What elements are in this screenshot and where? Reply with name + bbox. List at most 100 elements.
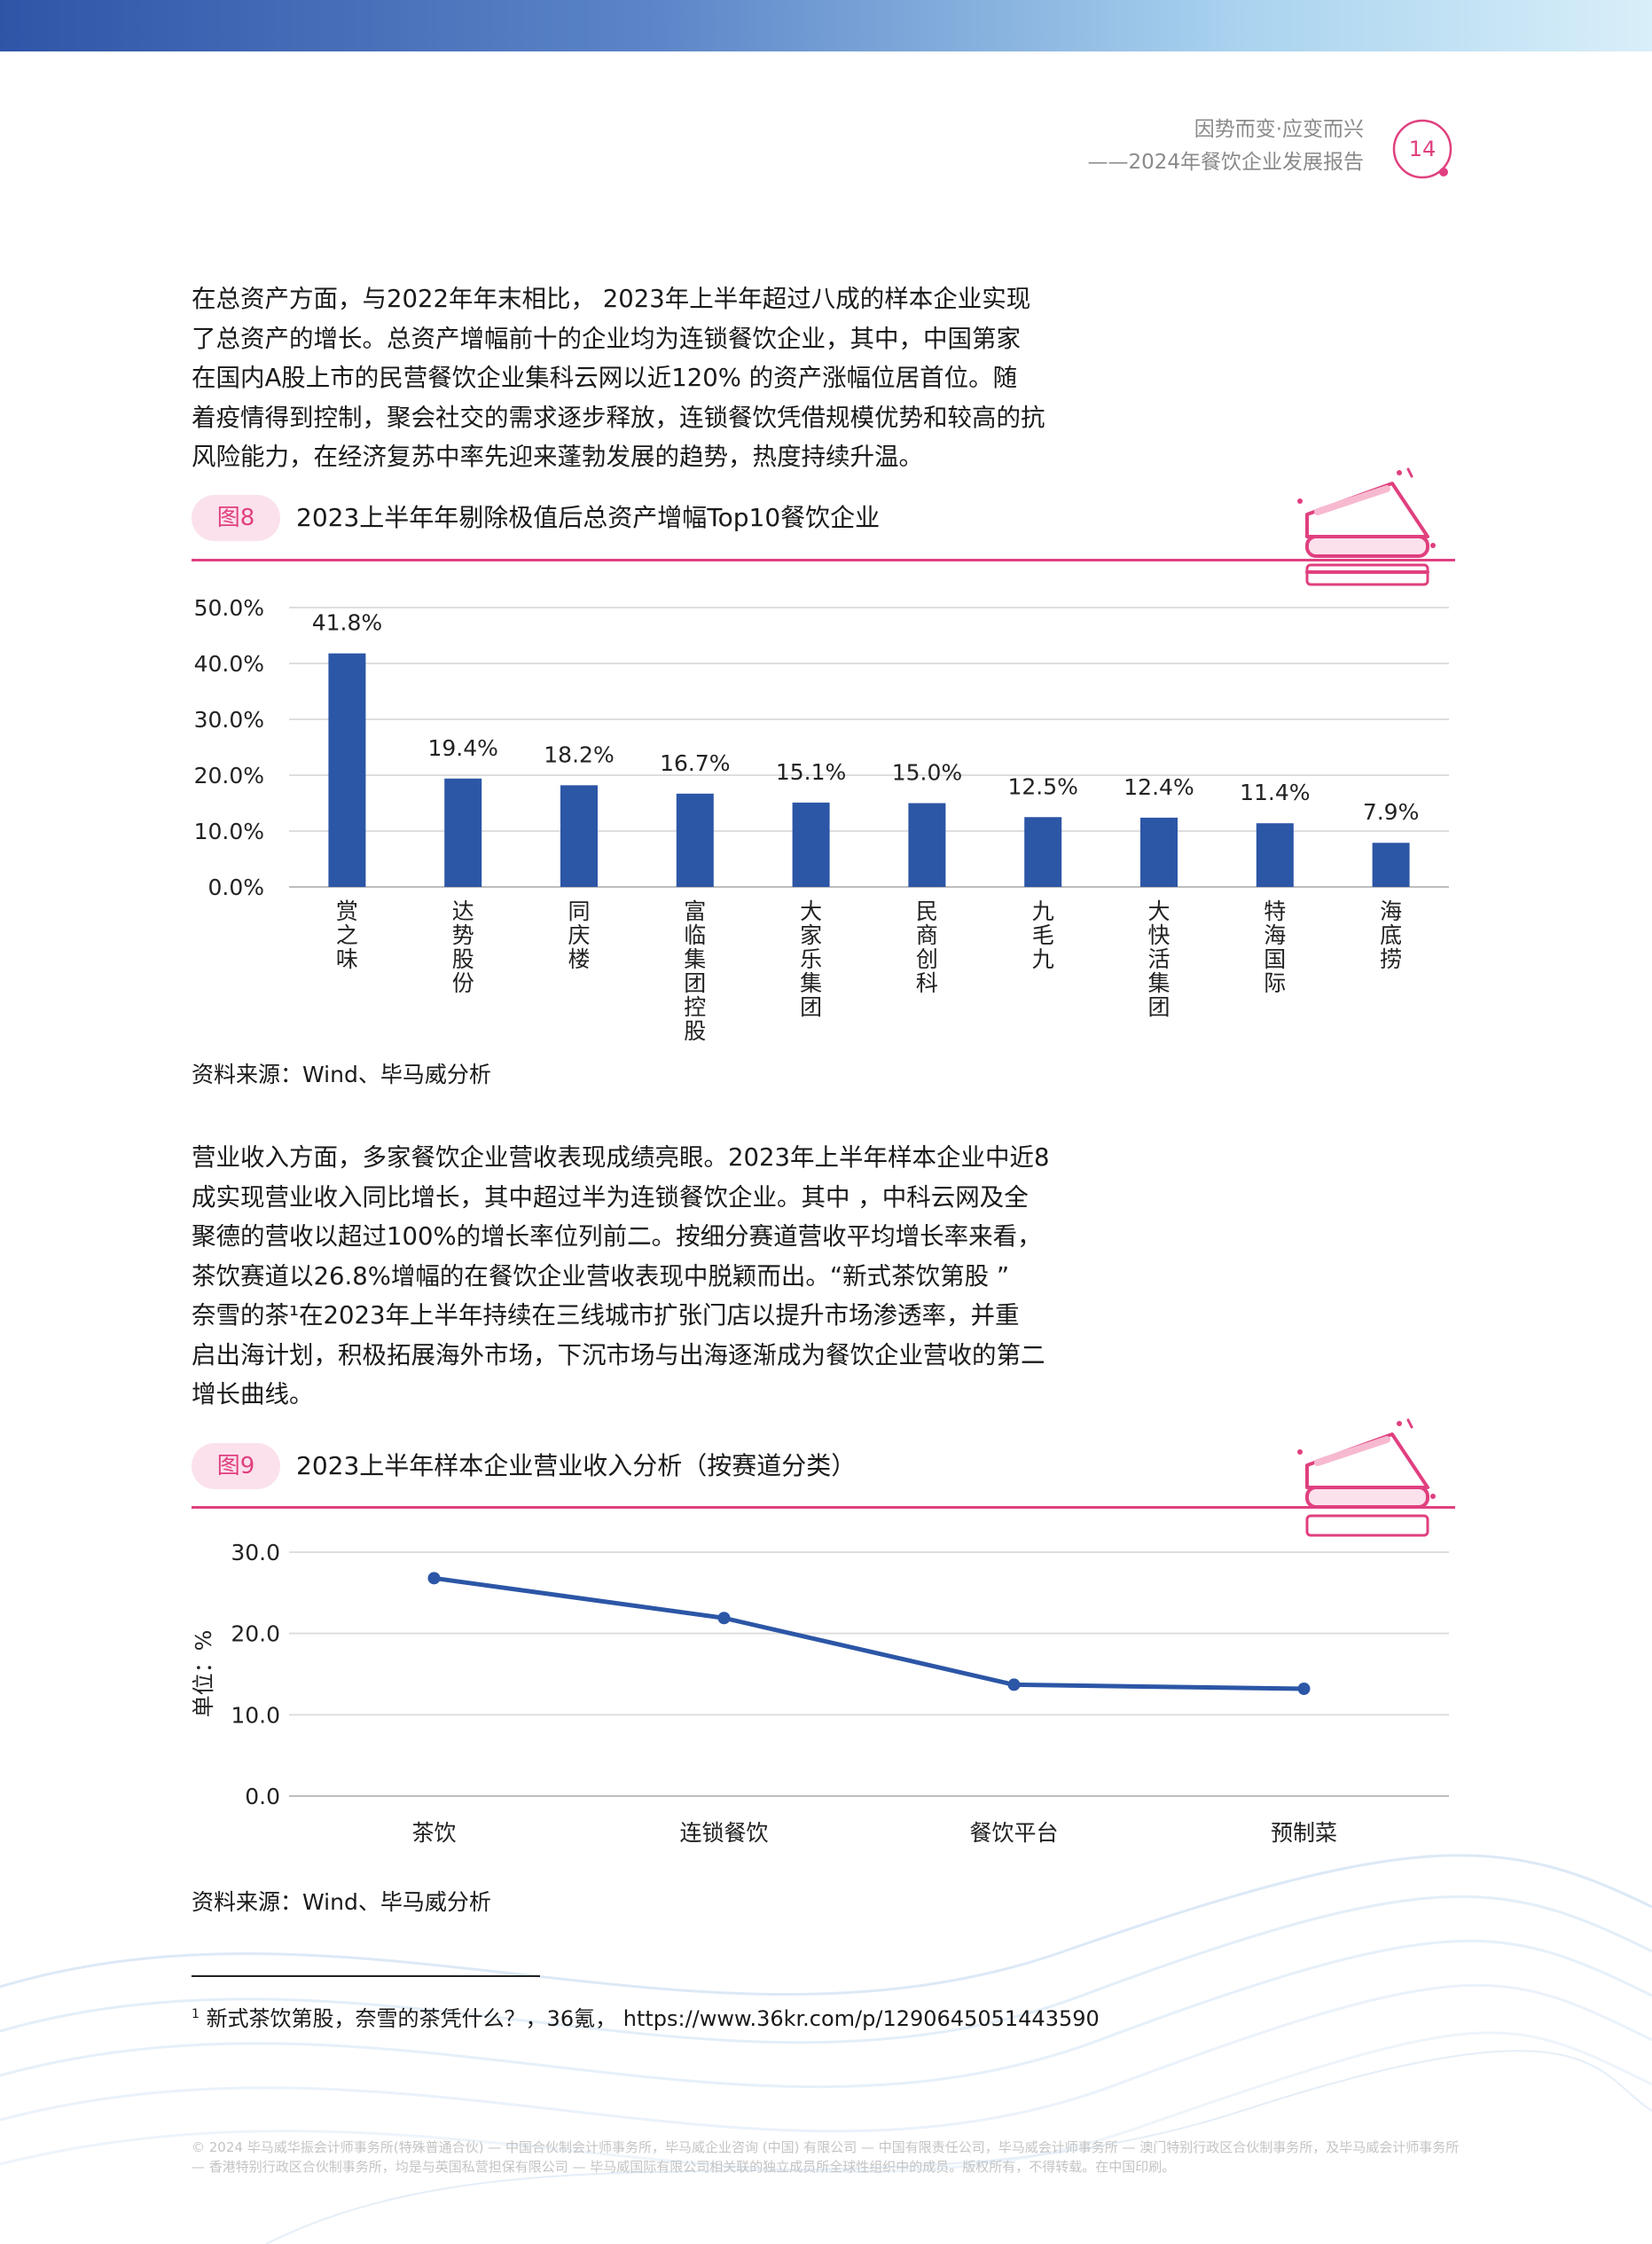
x-tick-label: 捞 (1380, 946, 1402, 972)
x-tick-label: 赏 (336, 898, 358, 924)
y-axis-title: 单位：% (192, 1630, 216, 1718)
x-tick-label: 海 (1380, 898, 1402, 924)
figure8-tag: 图8 (192, 495, 280, 541)
data-label: 15.1% (776, 759, 846, 785)
x-tick-label: 九 (1032, 946, 1054, 972)
x-tick-label: 毛 (1032, 922, 1054, 948)
data-point (427, 1572, 441, 1585)
paragraph-line: 着疫情得到控制，聚会社交的需求逐步释放，连锁餐饮凭借规模优势和较高的抗 (192, 403, 1045, 432)
x-tick-label: 股 (684, 1018, 706, 1044)
paragraph-line: 增长曲线。 (192, 1380, 314, 1408)
paragraph-line: 风险能力，在经济复苏中率先迎来蓬勃发展的趋势，热度持续升温。 (192, 443, 923, 471)
x-tick-label: 味 (336, 946, 358, 972)
figure8-title: 2023上半年年剔除极值后总资产增幅Top10餐饮企业 (296, 503, 881, 532)
bar (1256, 823, 1294, 887)
x-tick-label: 庆 (568, 922, 590, 948)
footnote: 1 新式茶饮第股，奈雪的茶凭什么？，36氪， https://www.36kr.… (192, 2001, 1100, 2032)
bar (560, 785, 598, 887)
cake-icon (1297, 467, 1436, 586)
y-tick-label: 40.0% (194, 651, 264, 677)
x-tick-label: 临 (684, 922, 706, 948)
y-tick-label: 30.0 (231, 1540, 280, 1565)
data-label: 12.5% (1007, 773, 1077, 799)
x-tick-label: 际 (1264, 970, 1286, 996)
x-tick-label: 九 (1032, 898, 1054, 924)
x-tick-label: 活 (1147, 946, 1170, 972)
y-tick-label: 20.0% (194, 763, 264, 789)
bar (328, 653, 366, 887)
x-tick-label: 大 (1147, 898, 1170, 924)
data-label: 11.4% (1240, 780, 1310, 805)
y-tick-label: 0.0 (245, 1784, 280, 1809)
data-label: 16.7% (660, 750, 730, 776)
header-subtitle: ——2024年餐饮企业发展报告 (1087, 151, 1364, 174)
report-header: 因势而变·应变而兴 ——2024年餐饮企业发展报告 (1087, 114, 1364, 179)
x-tick-label: 连锁餐饮 (679, 1820, 768, 1846)
figure9-tag: 图9 (192, 1443, 280, 1489)
line-chart-revenue: 0.0 10.0 20.0 30.0 单位：% 茶饮 连锁餐饮 餐饮平台 预制菜 (192, 1540, 1449, 1846)
y-tick-label: 10.0 (231, 1702, 280, 1728)
bar (1372, 843, 1410, 887)
x-tick-label: 商 (916, 922, 938, 948)
x-tick-label: 创 (916, 946, 938, 972)
x-tick-label: 民 (916, 898, 938, 924)
x-tick-label: 大 (800, 898, 822, 924)
figure8-rule (192, 559, 1455, 561)
x-tick-label: 份 (452, 970, 474, 996)
x-tick-label: 团 (684, 970, 706, 996)
cake-icon (1297, 1418, 1436, 1537)
x-tick-label: 势 (452, 922, 474, 948)
x-tick-label: 特 (1264, 898, 1286, 924)
paragraph-line: 茶饮赛道以26.8%增幅的在餐饮企业营收表现中脱颖而出。“新式茶饮第股 ” (192, 1261, 1010, 1291)
paragraph-line: 营业收入方面，多家餐饮企业营收表现成绩亮眼。2023年上半年样本企业中近8 (192, 1143, 1050, 1172)
x-tick-label: 国 (1264, 946, 1286, 972)
bar (1140, 817, 1178, 887)
x-tick-label: 集 (1147, 970, 1170, 996)
bar (792, 802, 830, 887)
data-label: 18.2% (544, 741, 614, 767)
data-label: 41.8% (312, 610, 382, 636)
x-tick-label: 控 (684, 994, 706, 1020)
y-tick-label: 50.0% (194, 595, 264, 621)
paragraph-line: 在总资产方面，与2022年年末相比， 2023年上半年超过八成的样本企业实现 (192, 285, 1031, 313)
figure9-title: 2023上半年样本企业营业收入分析（按赛道分类） (296, 1451, 857, 1480)
data-point (1007, 1678, 1021, 1691)
x-tick-label: 底 (1380, 922, 1402, 948)
x-tick-label: 楼 (568, 946, 590, 972)
x-tick-label: 同 (568, 898, 590, 924)
data-point (1297, 1683, 1311, 1695)
paragraph-revenue: 营业收入方面，多家餐饮企业营收表现成绩亮眼。2023年上半年样本企业中近8 成实现… (192, 1138, 1109, 1415)
x-tick-label: 茶饮 (411, 1820, 456, 1846)
y-tick-label: 10.0% (194, 819, 264, 844)
page-number-badge (1392, 119, 1452, 179)
series-line (434, 1575, 1304, 1691)
bar-chart-total-assets: 0.0% 10.0% 20.0% 30.0% 40.0% 50.0% 41.8% 赏之味 19.… (194, 595, 1449, 1044)
paragraph-line: 奈雪的茶¹在2023年上半年持续在三线城市扩张门店以提升市场渗透率，并重 (192, 1301, 1020, 1330)
y-tick-label: 20.0 (231, 1621, 280, 1647)
bar (444, 778, 482, 887)
bar (676, 793, 714, 887)
x-tick-label: 富 (684, 898, 706, 924)
x-tick-label: 之 (336, 922, 358, 948)
figure9-rule (192, 1506, 1455, 1509)
x-tick-label: 快 (1147, 922, 1170, 948)
x-tick-label: 预制菜 (1271, 1820, 1337, 1846)
footnote-text: 新式茶饮第股，奈雪的茶凭什么？，36氪， https://www.36kr.co… (206, 2006, 1100, 2031)
paragraph-line: 了总资产的增长。总资产增幅前十的企业均为连锁餐饮企业，其中，中国第家 (192, 324, 1021, 353)
footnote-mark: 1 (192, 2007, 200, 2021)
footnote-rule (192, 1975, 540, 1977)
header-title: 因势而变·应变而兴 (1194, 118, 1364, 141)
figure8-source: 资料来源：Wind、毕马威分析 (192, 1062, 491, 1087)
x-tick-label: 团 (800, 994, 822, 1020)
x-tick-label: 团 (1147, 994, 1170, 1020)
x-tick-label: 海 (1264, 922, 1286, 948)
x-tick-label: 达 (452, 898, 474, 924)
bar (1024, 817, 1062, 887)
paragraph-line: 启出海计划，积极拓展海外市场，下沉市场与出海逐渐成为餐饮企业营收的第二 (192, 1340, 1045, 1369)
paragraph-line: 聚德的营收以超过100%的增长率位列前二。按细分赛道营收平均增长率来看， (192, 1222, 1042, 1251)
legal-notice: © 2024 毕马威华振会计师事务所(特殊普通合伙) — 中国合伙制会计师事务所… (192, 2139, 1460, 2175)
data-label: 15.0% (892, 760, 962, 786)
x-tick-label: 股 (452, 946, 474, 972)
y-tick-label: 30.0% (194, 707, 264, 733)
data-label: 19.4% (427, 735, 497, 761)
